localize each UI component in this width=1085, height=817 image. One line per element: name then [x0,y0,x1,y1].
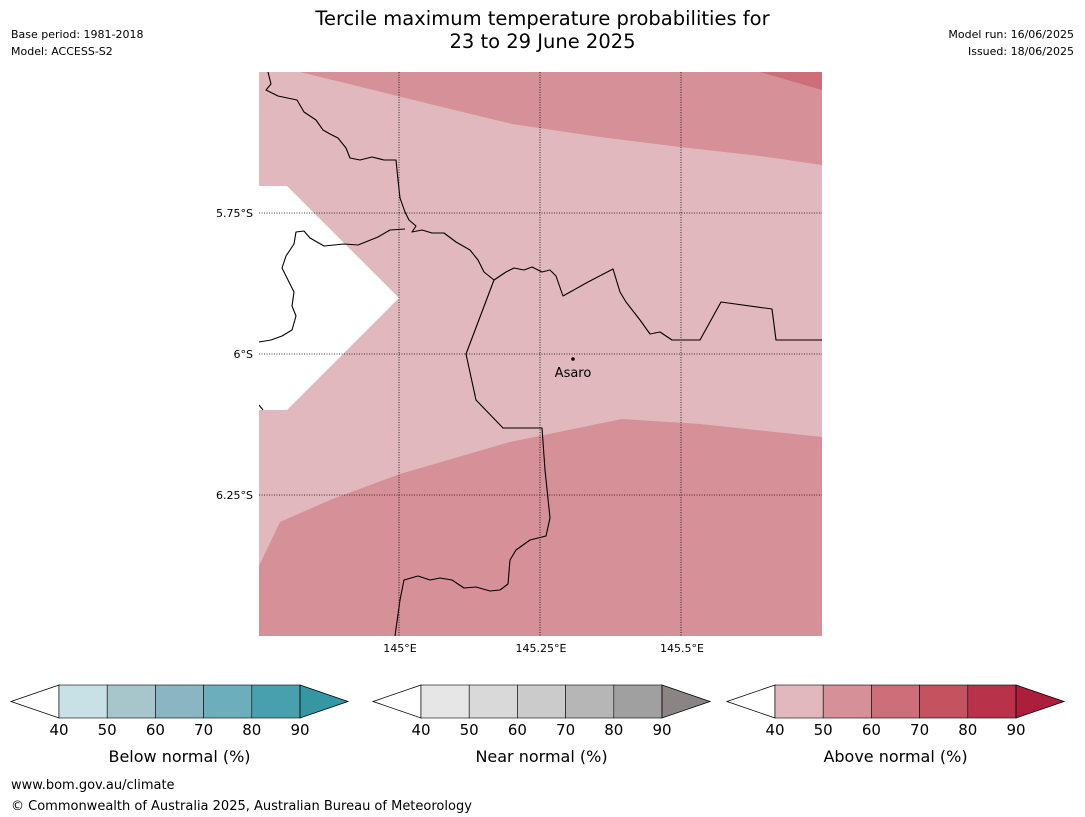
colorbar-tick-label: 50 [814,721,833,739]
colorbar-3: 40 50 60 70 80 90 Above normal (%) [725,684,1066,766]
colorbar-tick-label: 70 [556,721,575,739]
model-run-text: Model run: 16/06/2025 [948,28,1074,41]
boundary-north [265,72,822,341]
map-title: Tercile maximum temperature probabilitie… [0,7,1085,53]
colorbars: 40 50 60 70 80 90 Below normal (%) 40 50 60 70 80 90… [9,684,1066,766]
colorbar-tick-label: 90 [652,721,671,739]
colorbar-title: Below normal (%) [108,747,250,766]
lat-label-6-25: 6.25°S [216,489,253,502]
colorbar-over-arrow [1015,684,1066,719]
colorbar-segment [203,684,253,719]
colorbar-segment [155,684,204,719]
colorbar-tick-label: 50 [460,721,479,739]
colorbar-segment [822,684,872,719]
colorbar-tick-label: 70 [194,721,213,739]
colorbar-segment [919,684,969,719]
header-left-info: Base period: 1981-2018 Model: ACCESS-S2 [11,26,143,60]
header-right-info: Model run: 16/06/2025 Issued: 18/06/2025 [948,26,1074,60]
place-marker-dot [571,357,575,361]
colorbar-tick-label: 50 [98,721,117,739]
colorbar-tick-label: 60 [146,721,165,739]
colorbar-2: 40 50 60 70 80 90 Near normal (%) [371,684,712,766]
colorbar-tick-label: 60 [508,721,527,739]
place-asaro: Asaro [555,357,592,381]
colorbar-segment [613,684,663,719]
lon-labels: 145°E 145.25°E 145.5°E [383,642,704,655]
colorbar-title: Above normal (%) [823,747,967,766]
colorbar-segment [420,684,470,719]
footer-copyright: © Commonwealth of Australia 2025, Austra… [11,799,472,814]
boundary-west-lower [259,404,264,411]
colorbar-over-arrow [661,684,712,719]
colorbar-over-arrow [299,684,350,719]
lon-label-145-25: 145.25°E [516,642,567,655]
probability-map [259,72,822,636]
colorbar-under-arrow [725,684,776,719]
colorbar-tick-label: 40 [49,721,68,739]
colorbar-tick-label: 40 [765,721,784,739]
title-line-1: Tercile maximum temperature probabilitie… [315,7,770,30]
place-label: Asaro [555,366,592,381]
footer-url: www.bom.gov.au/climate [11,778,175,793]
lat-label-5-75: 5.75°S [216,207,253,220]
colorbar-tick-label: 90 [1006,721,1025,739]
colorbar-segment [517,684,566,719]
base-period-text: Base period: 1981-2018 [11,28,144,41]
colorbar-segment [565,684,615,719]
colorbar-segment [58,684,108,719]
colorbar-tick-label: 80 [242,721,261,739]
lat-label-6: 6°S [234,348,253,361]
top-band-50-60 [300,72,822,165]
province-boundaries [259,72,822,636]
bottom-band-50-60 [259,419,822,636]
lon-label-145-5: 145.5°E [660,642,704,655]
colorbar-tick-label: 90 [290,721,309,739]
colorbar-segment [774,684,824,719]
lon-label-145: 145°E [383,642,416,655]
top-right-band-60-70 [760,72,822,90]
issued-text: Issued: 18/06/2025 [967,45,1074,58]
colorbar-under-arrow [9,684,60,719]
colorbar-segment [871,684,920,719]
colorbar-tick-label: 60 [862,721,881,739]
colorbar-segment [106,684,156,719]
colorbar-segment [468,684,518,719]
colorbar-tick-label: 80 [604,721,623,739]
graticule [259,72,822,636]
colorbar-tick-label: 40 [411,721,430,739]
colorbar-segment [967,684,1017,719]
colorbar-1: 40 50 60 70 80 90 Below normal (%) [9,684,350,766]
colorbar-tick-label: 80 [958,721,977,739]
lat-labels: 5.75°S 6°S 6.25°S [216,207,253,502]
colorbar-segment [251,684,301,719]
footer: www.bom.gov.au/climate © Commonwealth of… [11,775,472,817]
title-line-2: 23 to 29 June 2025 [449,30,636,53]
colorbar-title: Near normal (%) [475,747,607,766]
boundary-west [259,228,406,343]
boundary-central [394,279,551,636]
colorbar-under-arrow [371,684,422,719]
model-text: Model: ACCESS-S2 [11,45,113,58]
colorbar-tick-label: 70 [910,721,929,739]
